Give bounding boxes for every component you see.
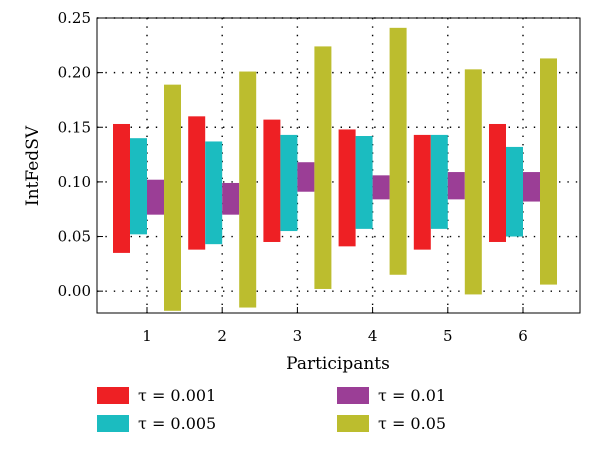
x-tick-label: 5 [443, 327, 453, 345]
bar-series-4-participant-3 [314, 46, 332, 289]
y-tick-label: 0.05 [58, 228, 91, 246]
bar-series-2-participant-6 [506, 146, 523, 237]
bar-series-4-participant-4 [389, 27, 407, 275]
x-tick-label: 6 [518, 327, 528, 345]
x-tick-label: 3 [293, 327, 303, 345]
bar-series-3-participant-3 [297, 162, 315, 192]
x-axis-label: Participants [286, 354, 390, 374]
legend-label: τ = 0.01 [378, 386, 446, 405]
bar-series-1-participant-4 [338, 129, 356, 247]
legend-label: τ = 0.05 [378, 414, 446, 433]
y-tick-label: 0.20 [58, 64, 91, 82]
legend-label: τ = 0.001 [138, 386, 216, 405]
bar-series-4-participant-6 [540, 58, 557, 285]
bar-series-4-participant-2 [239, 71, 257, 308]
bar-series-2-participant-3 [280, 134, 298, 232]
bars-layer [113, 27, 557, 311]
legend-label: τ = 0.005 [138, 414, 216, 433]
legend-swatch [337, 415, 369, 432]
legend-swatch [97, 387, 129, 404]
x-tick-label: 4 [368, 327, 378, 345]
bar-series-4-participant-1 [164, 84, 181, 311]
legend-swatch [337, 387, 369, 404]
bar-series-2-participant-4 [355, 136, 373, 229]
bar-series-1-participant-1 [113, 123, 130, 253]
bar-series-4-participant-5 [464, 69, 482, 295]
y-axis-label: IntFedSV [23, 125, 43, 206]
bar-series-1-participant-6 [489, 123, 506, 242]
bar-series-1-participant-2 [188, 116, 206, 250]
bar-series-3-participant-1 [147, 179, 164, 215]
bar-series-1-participant-3 [263, 119, 281, 242]
bar-series-3-participant-6 [523, 172, 540, 202]
legend-swatch [97, 415, 129, 432]
y-tick-label: 0.25 [58, 9, 91, 27]
axis-layer: 0.00 0.05 0.10 0.15 0.20 0.25 1 2 3 4 5 6 [58, 9, 528, 345]
x-tick-label: 2 [217, 327, 227, 345]
bar-series-3-participant-2 [222, 182, 240, 215]
bar-series-3-participant-5 [447, 172, 465, 200]
y-tick-label: 0.10 [58, 173, 91, 191]
bar-series-2-participant-2 [205, 141, 223, 245]
legend: τ = 0.001 τ = 0.01 τ = 0.005 τ = 0.05 [97, 386, 446, 433]
bar-series-2-participant-1 [130, 138, 147, 235]
y-tick-label: 0.15 [58, 118, 91, 136]
x-tick-label: 1 [142, 327, 152, 345]
bar-series-1-participant-5 [413, 134, 431, 250]
plot-frame [96, 17, 581, 314]
bar-series-2-participant-5 [430, 134, 448, 229]
bar-series-3-participant-4 [372, 175, 390, 200]
y-tick-label: 0.00 [58, 282, 91, 300]
